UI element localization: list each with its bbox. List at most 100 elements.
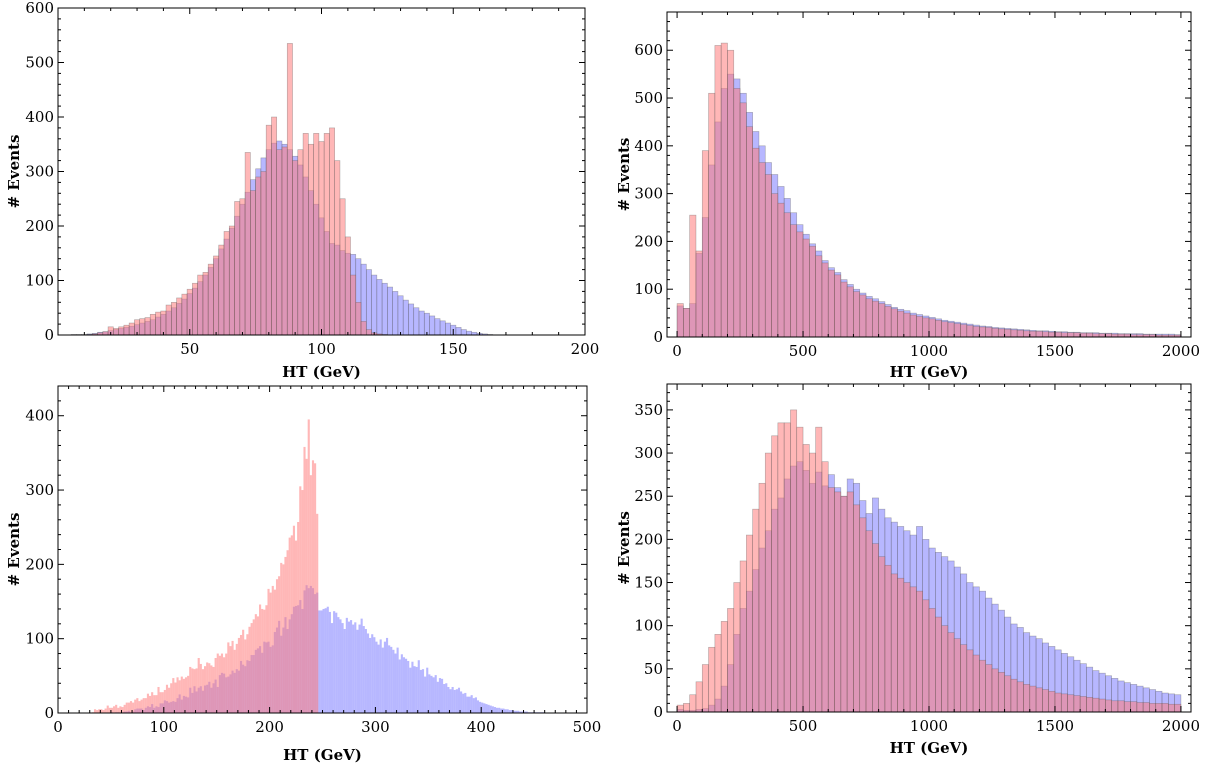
bar-red-40	[142, 698, 145, 713]
bar-red-73	[1136, 702, 1144, 713]
bar-blue-166	[409, 667, 412, 713]
bar-blue-188	[455, 689, 458, 713]
bar-blue-217	[517, 710, 520, 713]
bar-red-37	[265, 124, 272, 336]
bar-red-3	[695, 681, 703, 713]
bar-red-24	[827, 269, 835, 338]
bar-blue-154	[383, 641, 386, 713]
bar-red-112	[294, 540, 298, 713]
bar-red-78	[223, 657, 226, 713]
x-tick-label: 1000	[910, 717, 948, 735]
bar-red-13	[758, 162, 766, 338]
bar-red-67	[199, 663, 202, 713]
bar-red-41	[144, 698, 147, 713]
bar-blue-211	[504, 709, 507, 713]
bar-red-33	[244, 152, 251, 336]
y-tick-label: 200	[634, 530, 663, 548]
bar-red-19	[171, 301, 177, 336]
bar-blue-208	[498, 707, 501, 713]
histogram-panel-top-left: 50 100 150 200 0 100 200 300 400 500 600 HT (GeV) # …	[5, 0, 599, 381]
bar-red-59	[182, 678, 185, 713]
y-tick-label: 200	[25, 555, 54, 573]
bar-red-71	[208, 663, 211, 713]
bar-blue-136	[345, 617, 348, 713]
bar-red-34	[890, 308, 898, 338]
bar-blue-219	[521, 711, 524, 713]
bar-red-45	[960, 324, 968, 338]
bar-red-63	[1073, 332, 1081, 338]
bar-blue-123	[318, 610, 321, 713]
x-axis-title: HT (GeV)	[282, 363, 361, 381]
bar-red-38	[916, 590, 924, 713]
bar-red-25	[202, 272, 209, 336]
x-tick-label: 500	[573, 718, 602, 736]
bar-red-46	[966, 649, 974, 713]
bar-blue-69	[434, 318, 441, 336]
bar-red-32	[878, 556, 886, 713]
bar-red-59	[1048, 331, 1056, 338]
bar-red-48	[159, 692, 162, 713]
bar-red-7	[720, 42, 728, 338]
bar-red-35	[255, 176, 262, 336]
bar-red-16	[777, 422, 785, 713]
bar-red-95	[259, 604, 262, 713]
bar-red-55	[360, 321, 367, 336]
bar-red-22	[186, 288, 193, 336]
bar-red-42	[941, 625, 949, 713]
bar-red-32	[878, 303, 886, 338]
bar-red-40	[281, 146, 288, 336]
series-red	[86, 43, 388, 336]
x-tick-label: 400	[467, 718, 496, 736]
bar-red-61	[1060, 693, 1068, 713]
y-tick-label: 400	[25, 108, 54, 126]
bar-red-20	[802, 238, 810, 338]
bar-blue-153	[381, 647, 384, 713]
bar-red-28	[218, 244, 225, 336]
bar-blue-142	[358, 624, 361, 713]
bar-red-120	[311, 460, 315, 713]
bar-blue-220	[523, 711, 526, 713]
bar-red-24	[197, 274, 204, 336]
bar-blue-74	[460, 329, 467, 336]
bar-red-85	[237, 637, 240, 713]
bar-red-21	[102, 710, 105, 713]
bar-red-20	[176, 297, 183, 336]
bar-blue-193	[466, 696, 469, 713]
y-tick-label: 300	[634, 444, 663, 462]
bar-red-17	[783, 422, 791, 713]
bar-red-88	[244, 639, 247, 713]
bar-red-24	[827, 487, 835, 713]
bar-blue-70	[439, 320, 446, 336]
bar-red-38	[271, 116, 278, 336]
series-red	[676, 409, 1182, 713]
x-tick-label: 0	[53, 718, 63, 736]
bar-red-99	[267, 588, 270, 713]
bar-red-44	[151, 692, 154, 713]
bar-red-45	[960, 644, 968, 713]
bar-red-15	[149, 313, 156, 336]
y-tick-label: 50	[644, 660, 663, 678]
bar-red-28	[117, 707, 120, 713]
bar-red-44	[302, 133, 309, 336]
bar-red-27	[846, 491, 854, 713]
bar-red-52	[344, 236, 351, 336]
bar-red-39	[140, 699, 143, 713]
x-tick-label: 200	[255, 718, 284, 736]
bar-blue-160	[396, 647, 399, 713]
bar-red-56	[1029, 330, 1037, 338]
bar-blue-61	[392, 291, 399, 336]
bar-blue-144	[362, 626, 365, 713]
bar-red-47	[972, 654, 980, 713]
series-red	[91, 419, 319, 713]
bar-red-46	[966, 325, 974, 338]
bar-red-68	[1105, 699, 1112, 713]
bar-red-3	[695, 250, 703, 338]
bar-blue-178	[434, 675, 437, 713]
bar-blue-173	[424, 676, 427, 713]
bar-red-69	[1111, 700, 1119, 713]
bar-red-30	[865, 298, 873, 338]
bar-red-89	[246, 634, 249, 713]
bar-red-56	[1029, 685, 1037, 713]
bar-blue-201	[483, 703, 486, 713]
bar-red-1	[683, 703, 690, 713]
